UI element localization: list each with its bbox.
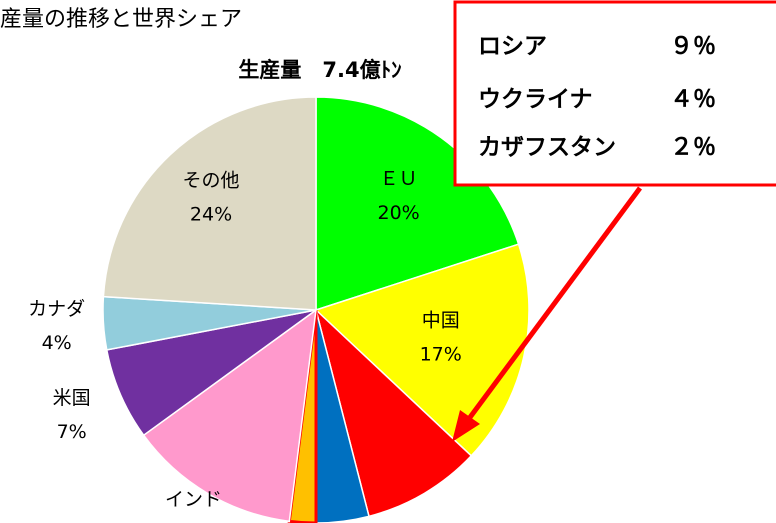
slice-label: その他 [183,170,240,192]
slice-value: 17% [420,343,462,365]
box-value: ９％ [670,34,716,60]
slice-label: カナダ [28,298,85,320]
pie-slice [315,96,520,312]
box-label: ウクライナ [478,87,593,113]
pie-slice [142,308,317,523]
slice-value: 20% [378,202,420,224]
box-value: ４％ [670,87,716,113]
box-label: ロシア [478,34,547,60]
slice-label: 中国 [422,309,460,331]
box-value: ２％ [670,135,716,161]
pie-slice [314,243,530,457]
slice-value: 24% [190,204,232,226]
callout-arrow [465,186,643,422]
slice-label: ＥＵ [380,168,418,190]
slice-value: 7% [57,421,87,443]
pie-slice [102,96,317,311]
arrow-head [452,410,480,442]
slice-label: 米国 [53,387,91,409]
pie-slice [314,307,473,518]
slice-value: 4% [42,332,72,354]
chart-subtitle: 生産量 7.4億ﾄﾝ [238,58,401,82]
box-label: カザフスタン [478,135,616,161]
pie [102,96,530,523]
callout-box [453,0,776,187]
chart-title: 産量の推移と世界シェア [0,7,242,32]
slice-label: インド [165,489,222,511]
